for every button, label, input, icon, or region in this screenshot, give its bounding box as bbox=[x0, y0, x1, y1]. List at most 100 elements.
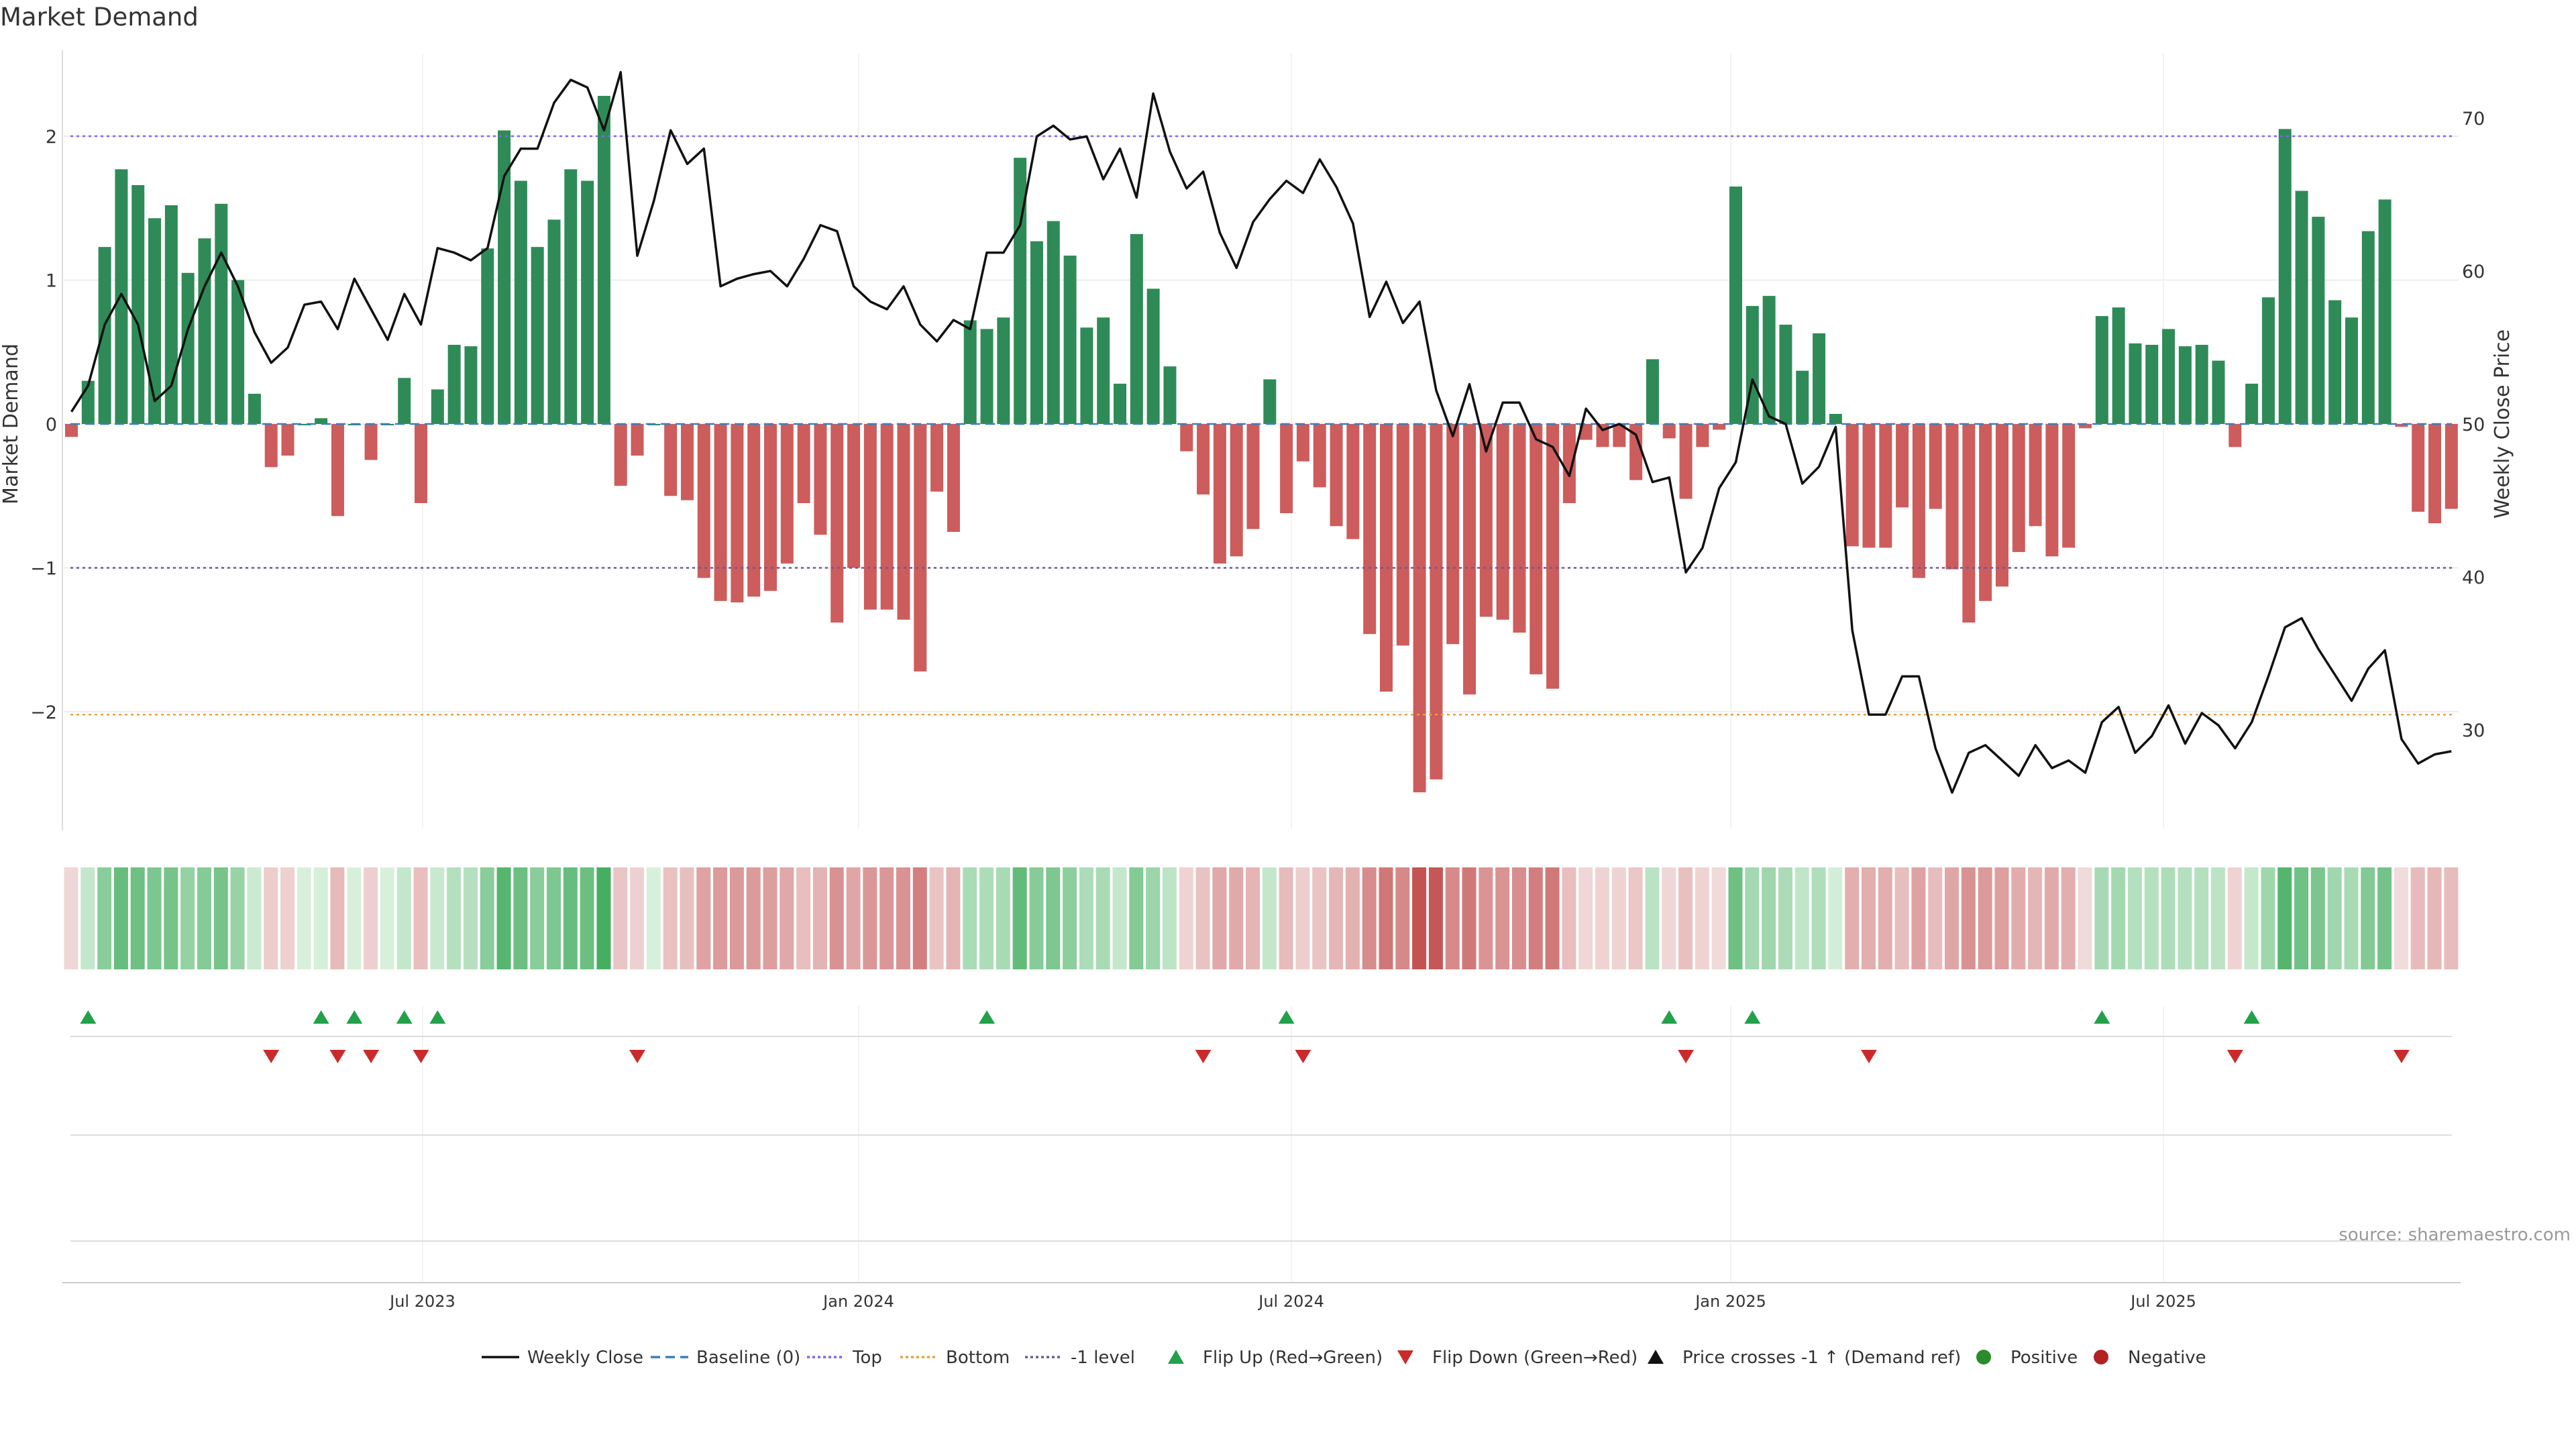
demand-bar-positive bbox=[963, 320, 977, 424]
demand-bar-negative bbox=[1330, 424, 1343, 527]
flip-down-marker bbox=[263, 1050, 280, 1063]
heat-cell bbox=[713, 867, 728, 969]
heat-cell bbox=[896, 867, 910, 969]
source-note: source: sharemaestro.com bbox=[2339, 1225, 2571, 1245]
heat-cell bbox=[430, 867, 445, 969]
heat-cell bbox=[80, 867, 95, 969]
flip-up-marker bbox=[2243, 1010, 2260, 1024]
demand-bar-positive bbox=[1063, 256, 1077, 424]
heat-cell bbox=[863, 867, 877, 969]
flip-up-marker bbox=[346, 1010, 363, 1024]
heat-cell bbox=[2310, 867, 2325, 969]
demand-bar-negative bbox=[1296, 424, 1309, 462]
flip-up-marker bbox=[1744, 1010, 1761, 1024]
heat-cell bbox=[829, 867, 844, 969]
heat-cell bbox=[546, 867, 561, 969]
demand-bar-positive bbox=[231, 280, 245, 424]
heat-cell bbox=[1578, 867, 1593, 969]
y-tick-label: 0 bbox=[46, 415, 57, 435]
y-tick-label: −2 bbox=[30, 702, 57, 723]
demand-bars bbox=[65, 95, 2458, 793]
heat-cell bbox=[1179, 867, 1193, 969]
heat-cell bbox=[1762, 867, 1776, 969]
x-tick-label: Jan 2025 bbox=[1694, 1292, 1766, 1311]
demand-bar-positive bbox=[248, 393, 261, 424]
demand-bar-positive bbox=[164, 205, 178, 424]
flip-down-marker bbox=[2393, 1050, 2410, 1063]
heat-cell bbox=[180, 867, 195, 969]
heat-cell bbox=[2078, 867, 2092, 969]
heat-cell bbox=[330, 867, 345, 969]
heat-cell bbox=[313, 867, 328, 969]
x-tick-label: Jul 2025 bbox=[2129, 1292, 2196, 1311]
demand-bar-negative bbox=[1879, 424, 1892, 548]
heat-cell bbox=[580, 867, 594, 969]
heat-cell bbox=[963, 867, 977, 969]
demand-bar-positive bbox=[464, 346, 478, 424]
demand-bar-negative bbox=[1413, 424, 1426, 793]
demand-bar-negative bbox=[1979, 424, 1992, 601]
heat-cell bbox=[2444, 867, 2459, 969]
demand-bar-negative bbox=[780, 424, 794, 564]
flip-up-marker bbox=[396, 1010, 413, 1024]
heat-cell bbox=[2194, 867, 2209, 969]
heat-cell bbox=[496, 867, 511, 969]
demand-bar-negative bbox=[264, 424, 278, 468]
heat-cell bbox=[364, 867, 378, 969]
demand-bar-negative bbox=[1396, 424, 1409, 646]
legend: Weekly Close Baseline (0) Top Bottom -1 leve… bbox=[482, 1348, 2206, 1368]
heat-cell bbox=[1012, 867, 1027, 969]
demand-bar-negative bbox=[2045, 424, 2059, 557]
demand-bar-positive bbox=[564, 169, 578, 424]
demand-bar-positive bbox=[447, 345, 461, 424]
heat-cell bbox=[2410, 867, 2425, 969]
demand-bar-negative bbox=[364, 424, 378, 460]
heat-cell bbox=[1595, 867, 1610, 969]
heat-cell bbox=[1479, 867, 1493, 969]
heat-cell bbox=[563, 867, 578, 969]
demand-bar-negative bbox=[281, 424, 294, 456]
heat-cell bbox=[1961, 867, 1976, 969]
demand-bar-positive bbox=[547, 219, 561, 424]
flip-down-marker bbox=[363, 1050, 380, 1063]
demand-bar-positive bbox=[2295, 191, 2308, 424]
demand-bar-negative bbox=[764, 424, 777, 591]
heat-cell bbox=[2294, 867, 2309, 969]
demand-bar-negative bbox=[863, 424, 877, 610]
demand-bar-negative bbox=[1912, 424, 1925, 578]
demand-bar-negative bbox=[1945, 424, 1959, 570]
heat-cell bbox=[1462, 867, 1477, 969]
demand-bar-negative bbox=[1845, 424, 1859, 547]
demand-bar-positive bbox=[498, 130, 511, 425]
heat-cell bbox=[1511, 867, 1526, 969]
heat-cell bbox=[1129, 867, 1144, 969]
demand-bar-positive bbox=[2195, 345, 2208, 424]
demand-bar-negative bbox=[1862, 424, 1876, 548]
demand-bar-positive bbox=[1130, 233, 1143, 424]
heat-cell bbox=[763, 867, 777, 969]
demand-bar-negative bbox=[1313, 424, 1326, 488]
heat-cell bbox=[447, 867, 462, 969]
demand-bar-negative bbox=[631, 424, 644, 456]
legend-label: Weekly Close bbox=[527, 1348, 643, 1368]
demand-bar-positive bbox=[997, 317, 1010, 424]
heat-cell bbox=[1063, 867, 1077, 969]
heat-cell bbox=[846, 867, 861, 969]
demand-bar-negative bbox=[1346, 424, 1360, 539]
heat-cell bbox=[1861, 867, 1876, 969]
heat-cell bbox=[2394, 867, 2408, 969]
y2-tick-label: 30 bbox=[2462, 720, 2485, 741]
demand-bar-negative bbox=[2079, 424, 2092, 429]
demand-heat-strip bbox=[64, 867, 2459, 969]
heat-cell bbox=[1029, 867, 1044, 969]
heat-cell bbox=[1229, 867, 1244, 969]
heat-cell bbox=[2061, 867, 2076, 969]
demand-bar-negative bbox=[1463, 424, 1477, 695]
y-axis-label: Market Demand bbox=[0, 343, 23, 504]
heat-cell bbox=[1695, 867, 1709, 969]
demand-bar-positive bbox=[581, 180, 594, 424]
heat-cell bbox=[347, 867, 362, 969]
heat-cell bbox=[2327, 867, 2342, 969]
heat-cell bbox=[197, 867, 211, 969]
demand-bar-positive bbox=[181, 272, 195, 424]
